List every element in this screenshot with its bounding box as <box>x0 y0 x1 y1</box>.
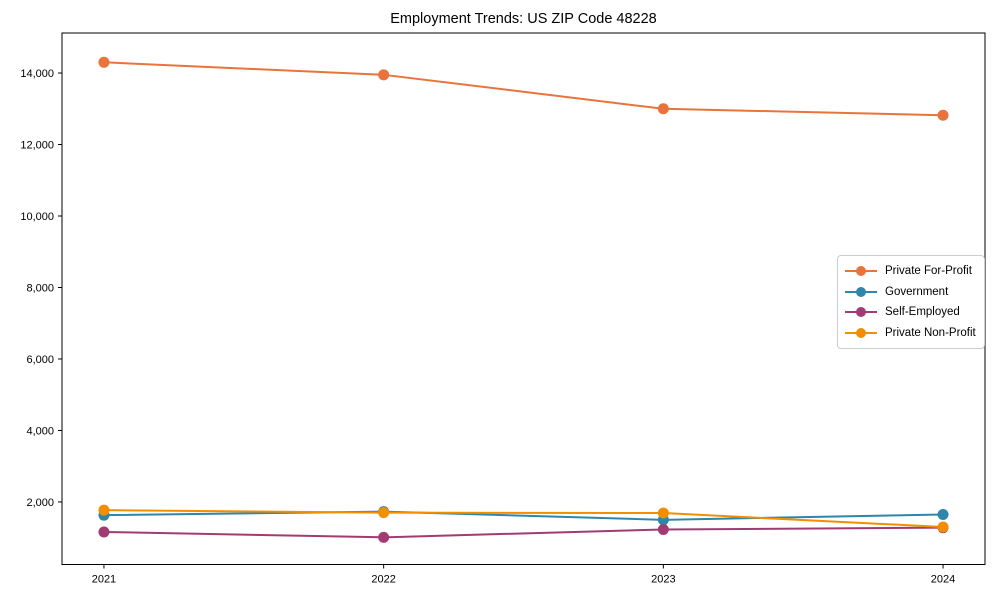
x-tick-label: 2023 <box>651 574 675 586</box>
data-point-marker <box>937 508 949 520</box>
line-marker-icon <box>845 327 877 338</box>
data-point-marker <box>937 521 949 533</box>
y-tick-label: 6,000 <box>26 354 54 366</box>
legend-label: Government <box>885 285 949 298</box>
chart-title: Employment Trends: US ZIP Code 48228 <box>390 11 657 27</box>
data-point-marker <box>378 531 390 543</box>
legend-label: Private Non-Profit <box>885 326 976 339</box>
legend-label: Self-Employed <box>885 306 960 319</box>
data-point-marker <box>657 103 669 115</box>
y-tick-label: 2,000 <box>26 497 54 509</box>
y-tick-label: 14,000 <box>20 68 54 80</box>
series-line-2 <box>102 526 945 539</box>
series-line-0 <box>102 61 945 117</box>
series-line-3 <box>102 509 945 528</box>
legend-item-private-for-profit: Private For-Profit <box>844 261 976 282</box>
y-tick-label: 10,000 <box>20 211 54 223</box>
data-point-marker <box>98 56 110 68</box>
data-point-marker <box>98 504 110 516</box>
legend-item-self-employed: Self-Employed <box>844 302 976 323</box>
legend-item-private-non-profit: Private Non-Profit <box>844 323 976 344</box>
line-marker-icon <box>845 307 877 318</box>
chart-legend: Private For-Profit Government Self-Emplo… <box>837 255 985 349</box>
data-point-marker <box>378 507 390 519</box>
legend-label: Private For-Profit <box>885 265 972 278</box>
line-marker-icon <box>845 266 877 277</box>
x-tick-label: 2021 <box>92 574 116 586</box>
y-tick-label: 12,000 <box>20 140 54 152</box>
x-tick-label: 2024 <box>931 574 955 586</box>
data-point-marker <box>378 69 390 81</box>
data-point-marker <box>657 507 669 519</box>
x-tick-label: 2022 <box>371 574 395 586</box>
plot-frame <box>61 32 986 565</box>
line-marker-icon <box>845 286 877 297</box>
series-line-1 <box>102 510 945 521</box>
y-tick-label: 4,000 <box>26 425 54 437</box>
legend-item-government: Government <box>844 282 976 303</box>
y-tick-label: 8,000 <box>26 282 54 294</box>
data-point-marker <box>98 526 110 538</box>
data-point-marker <box>937 109 949 121</box>
data-point-marker <box>657 523 669 535</box>
